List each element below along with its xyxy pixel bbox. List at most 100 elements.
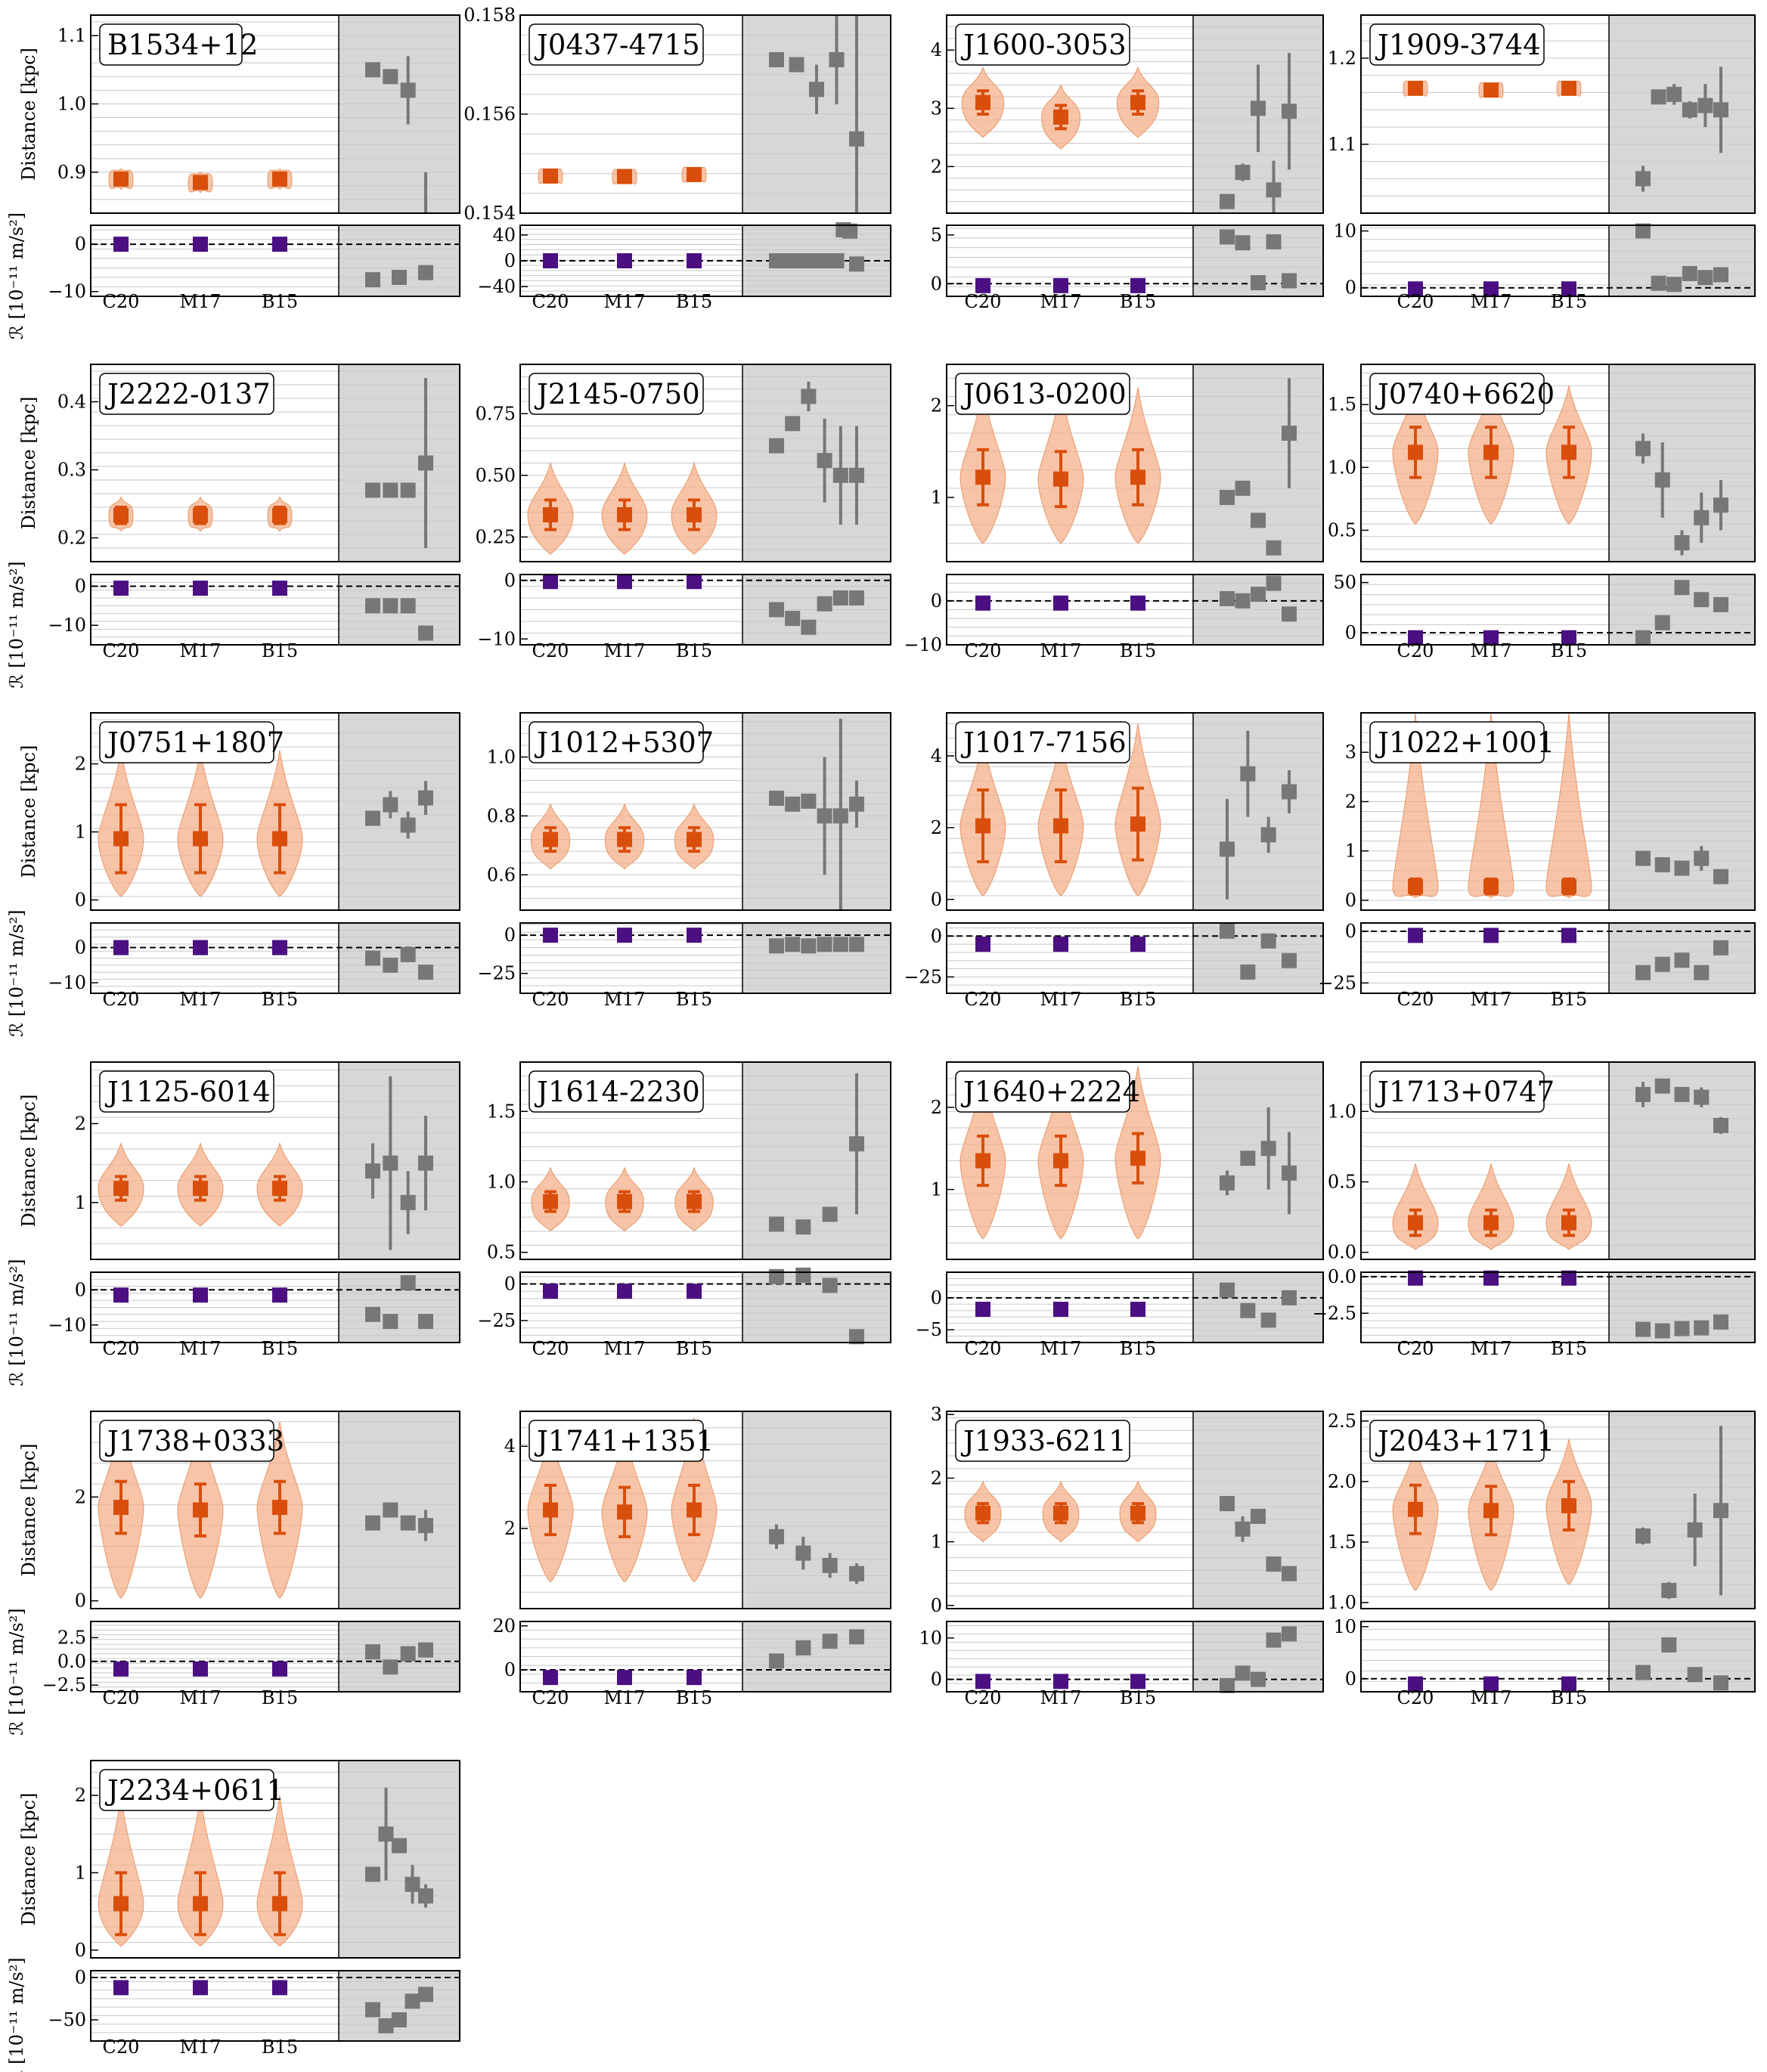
model-marker [1408,878,1423,894]
other-residual-marker [1266,575,1282,591]
residual-marker [1053,937,1068,952]
other-residual-marker [1266,1632,1282,1648]
y-tick-label: 3 [931,1404,942,1425]
pulsar-name: J2043+1711 [1375,1425,1555,1457]
category-label: B15 [1120,1338,1156,1359]
other-residual-marker [1713,940,1728,955]
y-tick-label: 1.0 [1328,457,1356,478]
category-label: M17 [1470,291,1511,312]
y-tick-label: 10 [1333,221,1356,242]
other-residual-marker [1666,277,1682,293]
other-marker [1674,1086,1690,1102]
other-residual-marker [1635,965,1651,980]
category-label: B15 [1120,640,1156,661]
pulsar-label-box [529,23,704,66]
other-residual-marker [1635,1665,1651,1680]
distance-axes [90,14,460,214]
other-marker [383,482,398,498]
other-residual-marker [1687,1667,1703,1683]
other-marker [1266,182,1282,198]
category-label: M17 [603,640,645,661]
y-tick-label: 0 [75,576,86,597]
other-residual-marker [1674,580,1690,596]
other-marker [769,790,784,806]
other-marker [795,1219,811,1235]
panel-J0751+1807: 0 1 2 J0751+1807 −10 0 C20 M17 B15 Distance [kpc]… [6,712,460,1037]
distance-axes [1360,1061,1756,1260]
pulsar-label-box [1369,1420,1545,1462]
other-marker [400,1194,416,1210]
category-label: B15 [676,291,712,312]
category-label: C20 [1397,291,1434,312]
violin [177,1795,224,1947]
violin [1468,1163,1514,1250]
other-marker [365,62,380,78]
y-tick-label: 2 [75,1113,86,1134]
other-residual-marker [418,1987,433,2002]
model-marker [1483,444,1499,460]
shaded-region [339,575,460,645]
residual-marker [113,940,129,955]
other-marker [809,82,824,98]
residual-axes [519,922,891,994]
residual-marker [687,253,702,268]
other-marker [1260,1141,1276,1157]
pulsar-label-box [99,721,274,763]
residual-marker [1561,281,1576,297]
model-marker [1561,80,1576,96]
distance-axes [519,14,891,214]
distance-axes [90,1061,460,1260]
model-marker [1053,109,1068,125]
distance-axis-label: Distance [kpc] [18,397,39,530]
y-tick-label: 2 [75,1486,86,1507]
y-tick-label: 1.5 [487,1101,516,1122]
category-label: C20 [103,2036,140,2058]
other-residual-marker [383,1659,398,1675]
y-tick-label: 0.0 [1328,1266,1356,1287]
other-marker [769,51,784,67]
model-marker [1561,444,1576,460]
residual-marker [975,1674,990,1690]
model-marker [1053,1153,1068,1169]
distance-axes [1360,1411,1756,1609]
pulsar-label-box [1369,721,1545,763]
residual-axis-label: ℛ [10⁻¹¹ m/s²] [6,561,27,688]
panel-J1738+0333: 0 2 J1738+0333 −2.50.0 2.5 C20 M17 B15 Distance … [6,1411,460,1736]
residual-marker [1130,937,1145,952]
residual-marker [543,253,558,268]
other-residual-marker [1282,606,1297,622]
other-marker [418,1155,433,1171]
other-marker [1282,1566,1297,1581]
distance-axis-label: Distance [kpc] [18,745,39,878]
pulsar-name: J0740+6620 [1375,378,1555,410]
pulsar-label-box [99,1420,274,1462]
distance-axes [946,1411,1324,1609]
category-label: M17 [603,1687,645,1708]
residual-marker [1053,1674,1068,1690]
other-residual-marker [1220,1282,1235,1298]
other-residual-marker [365,272,380,288]
residual-axes [946,1621,1324,1693]
other-marker [1654,856,1670,872]
pulsar-label-box [955,1070,1130,1113]
residual-marker [272,1287,287,1303]
model-marker [1130,816,1145,832]
other-residual-marker [1654,956,1670,972]
other-marker [365,810,380,826]
category-label: B15 [1551,291,1587,312]
y-tick-label: 0.154 [463,203,516,224]
other-marker [822,1557,838,1573]
other-marker [1251,101,1266,116]
category-label: B15 [262,989,298,1010]
residual-marker [113,1661,129,1677]
y-tick-label: 0 [75,1940,86,1961]
y-tick-label: −50 [48,2009,86,2030]
model-marker [113,1500,129,1516]
other-marker [1666,86,1682,102]
category-label: M17 [1470,1338,1511,1359]
other-residual-marker [842,223,858,239]
distance-axis-label: Distance [kpc] [18,1444,39,1577]
residual-marker [1130,1302,1145,1318]
category-label: B15 [1120,989,1156,1010]
category-label: B15 [1120,291,1156,312]
